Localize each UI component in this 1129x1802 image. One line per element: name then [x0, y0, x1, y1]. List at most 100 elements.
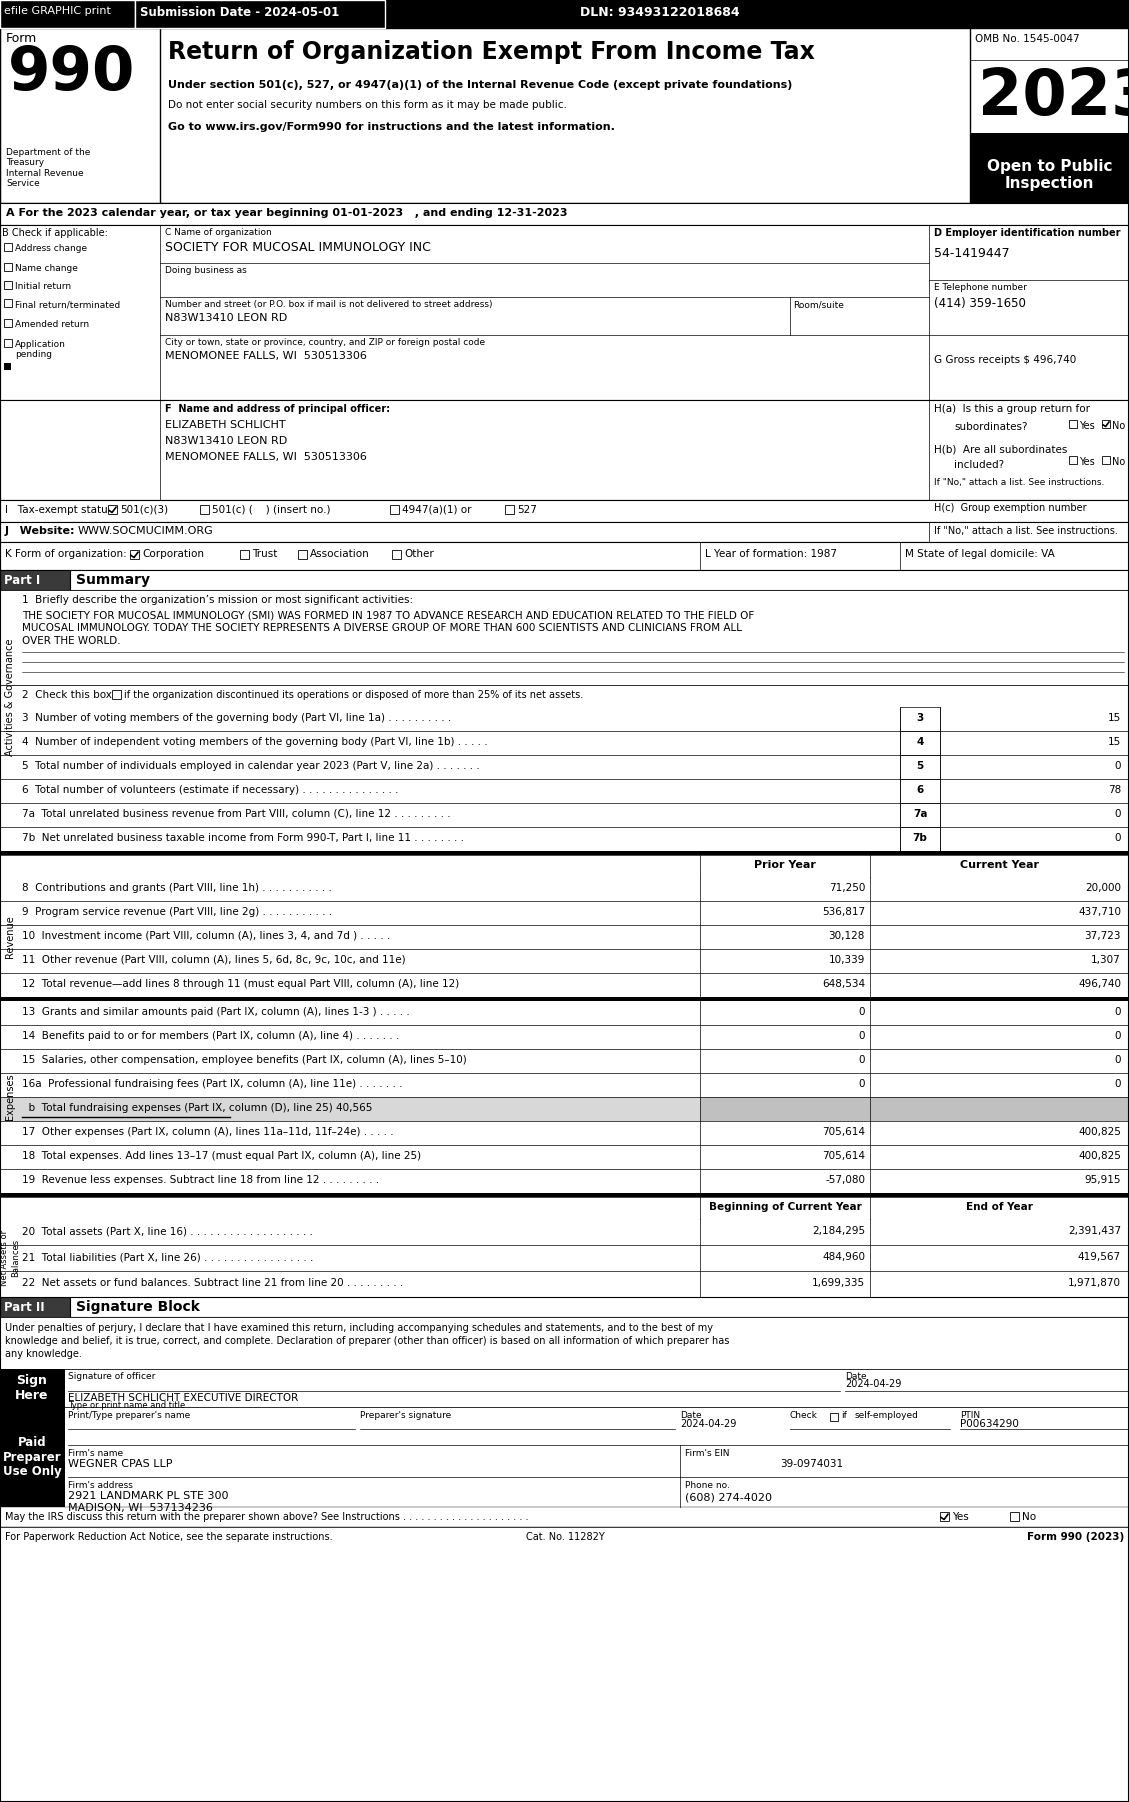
- Text: 39-0974031: 39-0974031: [780, 1460, 843, 1469]
- Text: Association: Association: [310, 550, 370, 559]
- Text: 527: 527: [517, 505, 537, 515]
- Text: 2921 LANDMARK PL STE 300: 2921 LANDMARK PL STE 300: [68, 1490, 228, 1501]
- Bar: [1069, 420, 1077, 429]
- Bar: [0, 997, 1129, 1000]
- Bar: [0, 204, 1129, 225]
- Bar: [0, 706, 1129, 732]
- Bar: [0, 950, 1129, 973]
- Bar: [0, 1169, 1129, 1193]
- Text: K Form of organization:: K Form of organization:: [5, 550, 126, 559]
- Text: Name change: Name change: [15, 265, 78, 272]
- Text: N83W13410 LEON RD: N83W13410 LEON RD: [165, 436, 287, 447]
- Text: 71,250: 71,250: [829, 883, 865, 894]
- Text: 2  Check this box: 2 Check this box: [21, 690, 112, 699]
- Text: 536,817: 536,817: [822, 906, 865, 917]
- Text: Net Assets or
Balances: Net Assets or Balances: [0, 1231, 19, 1287]
- Bar: [0, 1072, 1129, 1097]
- Text: 6  Total number of volunteers (estimate if necessary) . . . . . . . . . . . . . : 6 Total number of volunteers (estimate i…: [21, 786, 399, 795]
- Text: MADISON, WI  537134236: MADISON, WI 537134236: [68, 1503, 213, 1514]
- Bar: [5, 281, 12, 288]
- Bar: [900, 804, 940, 827]
- Text: D Employer identification number: D Employer identification number: [934, 229, 1120, 238]
- Text: 15: 15: [1108, 714, 1121, 723]
- Text: Sign
Here: Sign Here: [16, 1373, 49, 1402]
- Text: DLN: 93493122018684: DLN: 93493122018684: [580, 5, 739, 20]
- Text: 1,971,870: 1,971,870: [1068, 1278, 1121, 1288]
- Text: H(c)  Group exemption number: H(c) Group exemption number: [934, 503, 1086, 514]
- Text: 8  Contributions and grants (Part VIII, line 1h) . . . . . . . . . . .: 8 Contributions and grants (Part VIII, l…: [21, 883, 332, 894]
- Bar: [830, 1413, 838, 1422]
- Text: 20,000: 20,000: [1085, 883, 1121, 894]
- Bar: [0, 589, 1129, 685]
- Text: 10,339: 10,339: [829, 955, 865, 966]
- Text: knowledge and belief, it is true, correct, and complete. Declaration of preparer: knowledge and belief, it is true, correc…: [5, 1335, 729, 1346]
- Text: 419,567: 419,567: [1078, 1252, 1121, 1261]
- Text: G Gross receipts $ 496,740: G Gross receipts $ 496,740: [934, 355, 1076, 366]
- Text: 0: 0: [858, 1007, 865, 1016]
- Bar: [5, 243, 12, 250]
- Text: Prior Year: Prior Year: [754, 860, 816, 870]
- Bar: [200, 505, 209, 514]
- Text: May the IRS discuss this return with the preparer shown above? See Instructions : May the IRS discuss this return with the…: [5, 1512, 528, 1523]
- Text: 7a: 7a: [912, 809, 927, 818]
- Bar: [870, 1097, 1129, 1121]
- Bar: [0, 1407, 1129, 1506]
- Bar: [130, 550, 139, 559]
- Text: Beginning of Current Year: Beginning of Current Year: [709, 1202, 861, 1213]
- Text: Under section 501(c), 527, or 4947(a)(1) of the Internal Revenue Code (except pr: Under section 501(c), 527, or 4947(a)(1)…: [168, 79, 793, 90]
- Text: MENOMONEE FALLS, WI  530513306: MENOMONEE FALLS, WI 530513306: [165, 452, 367, 461]
- Text: Yes: Yes: [1079, 458, 1095, 467]
- Text: SOCIETY FOR MUCOSAL IMMUNOLOGY INC: SOCIETY FOR MUCOSAL IMMUNOLOGY INC: [165, 241, 431, 254]
- Text: 7b  Net unrelated business taxable income from Form 990-T, Part I, line 11 . . .: 7b Net unrelated business taxable income…: [21, 833, 464, 843]
- Text: 16a  Professional fundraising fees (Part IX, column (A), line 11e) . . . . . . .: 16a Professional fundraising fees (Part …: [21, 1079, 403, 1088]
- Text: 705,614: 705,614: [822, 1126, 865, 1137]
- Text: 2024-04-29: 2024-04-29: [680, 1418, 736, 1429]
- Text: 10  Investment income (Part VIII, column (A), lines 3, 4, and 7d ) . . . . .: 10 Investment income (Part VIII, column …: [21, 932, 391, 941]
- Text: 21  Total liabilities (Part X, line 26) . . . . . . . . . . . . . . . . .: 21 Total liabilities (Part X, line 26) .…: [21, 1252, 314, 1261]
- Text: MENOMONEE FALLS, WI  530513306: MENOMONEE FALLS, WI 530513306: [165, 351, 367, 360]
- Bar: [700, 1097, 870, 1121]
- Bar: [1102, 420, 1110, 429]
- Text: Application
pending: Application pending: [15, 341, 65, 359]
- Text: efile GRAPHIC print: efile GRAPHIC print: [5, 5, 111, 16]
- Bar: [392, 550, 401, 559]
- Text: b  Total fundraising expenses (Part IX, column (D), line 25) 40,565: b Total fundraising expenses (Part IX, c…: [21, 1103, 373, 1114]
- Text: 2,184,295: 2,184,295: [812, 1225, 865, 1236]
- Text: L Year of formation: 1987: L Year of formation: 1987: [704, 550, 837, 559]
- Text: Submission Date - 2024-05-01: Submission Date - 2024-05-01: [140, 5, 339, 20]
- Text: 11  Other revenue (Part VIII, column (A), lines 5, 6d, 8c, 9c, 10c, and 11e): 11 Other revenue (Part VIII, column (A),…: [21, 955, 405, 966]
- Bar: [1069, 456, 1077, 463]
- Bar: [0, 1000, 1129, 1025]
- Text: Phone no.: Phone no.: [685, 1481, 729, 1490]
- Bar: [0, 0, 135, 29]
- Text: 20  Total assets (Part X, line 16) . . . . . . . . . . . . . . . . . . .: 20 Total assets (Part X, line 16) . . . …: [21, 1225, 313, 1236]
- Bar: [5, 339, 12, 348]
- Bar: [0, 878, 1129, 901]
- Bar: [0, 732, 1129, 755]
- Text: 0: 0: [1114, 1054, 1121, 1065]
- Bar: [0, 1197, 1129, 1218]
- Text: Summary: Summary: [76, 573, 150, 587]
- Text: 1,307: 1,307: [1092, 955, 1121, 966]
- Text: 15: 15: [1108, 737, 1121, 748]
- Text: If "No," attach a list. See instructions.: If "No," attach a list. See instructions…: [934, 526, 1118, 535]
- Text: Return of Organization Exempt From Income Tax: Return of Organization Exempt From Incom…: [168, 40, 815, 65]
- Bar: [5, 362, 11, 369]
- Text: 9  Program service revenue (Part VIII, line 2g) . . . . . . . . . . .: 9 Program service revenue (Part VIII, li…: [21, 906, 332, 917]
- Text: Form: Form: [6, 32, 37, 45]
- Text: 5: 5: [917, 760, 924, 771]
- Bar: [0, 1370, 1129, 1407]
- Text: 14  Benefits paid to or for members (Part IX, column (A), line 4) . . . . . . .: 14 Benefits paid to or for members (Part…: [21, 1031, 400, 1042]
- Bar: [0, 225, 1129, 400]
- Bar: [900, 732, 940, 755]
- Text: Room/suite: Room/suite: [793, 299, 843, 308]
- Text: Date: Date: [680, 1411, 701, 1420]
- Text: 37,723: 37,723: [1085, 932, 1121, 941]
- Text: OVER THE WORLD.: OVER THE WORLD.: [21, 636, 121, 645]
- Text: H(b)  Are all subordinates: H(b) Are all subordinates: [934, 443, 1067, 454]
- Text: Type or print name and title: Type or print name and title: [68, 1400, 185, 1409]
- Bar: [70, 1297, 1129, 1317]
- Text: H(a)  Is this a group return for: H(a) Is this a group return for: [934, 404, 1089, 414]
- Text: 19  Revenue less expenses. Subtract line 18 from line 12 . . . . . . . . .: 19 Revenue less expenses. Subtract line …: [21, 1175, 379, 1186]
- Text: 1  Briefly describe the organization’s mission or most significant activities:: 1 Briefly describe the organization’s mi…: [21, 595, 413, 605]
